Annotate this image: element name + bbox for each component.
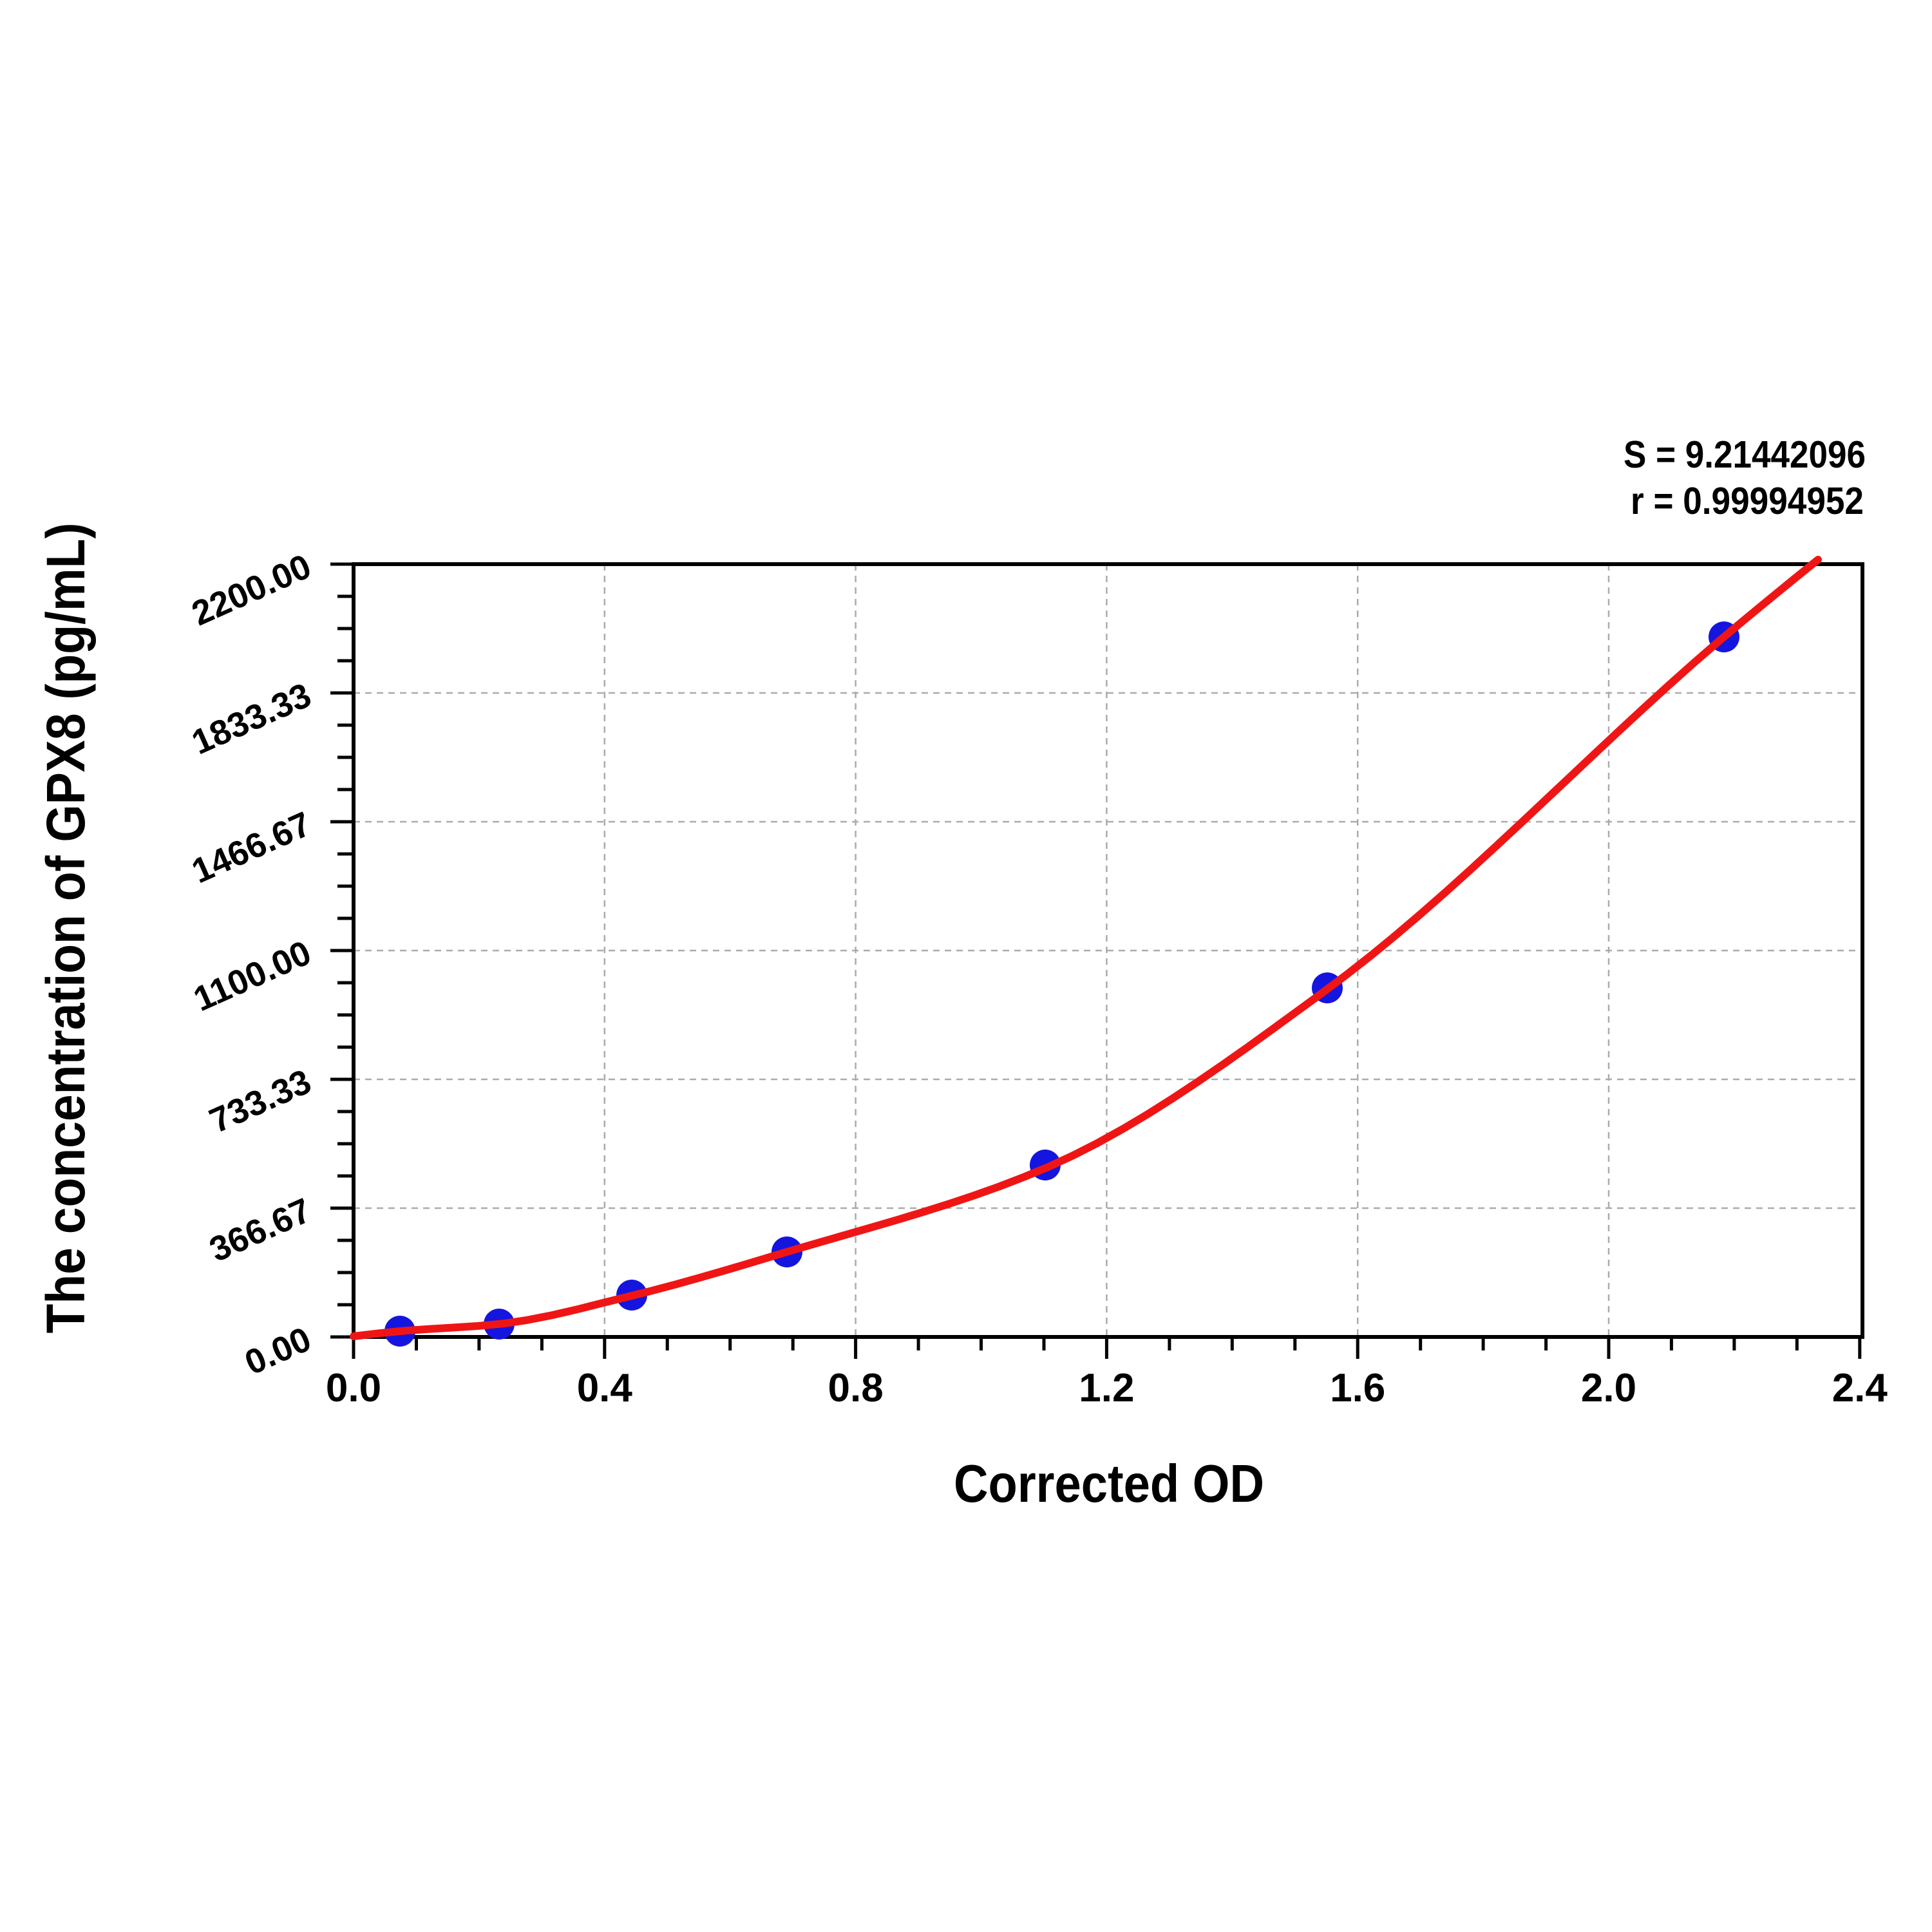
svg-text:0.0: 0.0	[326, 1366, 381, 1410]
svg-text:r = 0.99994952: r = 0.99994952	[1631, 480, 1864, 522]
svg-text:0.8: 0.8	[828, 1366, 883, 1410]
svg-text:1.2: 1.2	[1079, 1366, 1134, 1410]
svg-text:2.0: 2.0	[1581, 1366, 1636, 1410]
svg-text:2.4: 2.4	[1832, 1366, 1888, 1410]
svg-text:The concentration of GPX8 (pg/: The concentration of GPX8 (pg/mL)	[35, 523, 96, 1334]
svg-text:Corrected OD: Corrected OD	[954, 1454, 1264, 1513]
svg-text:0.4: 0.4	[577, 1366, 633, 1410]
svg-text:1.6: 1.6	[1330, 1366, 1385, 1410]
svg-text:S = 9.21442096: S = 9.21442096	[1624, 433, 1866, 476]
